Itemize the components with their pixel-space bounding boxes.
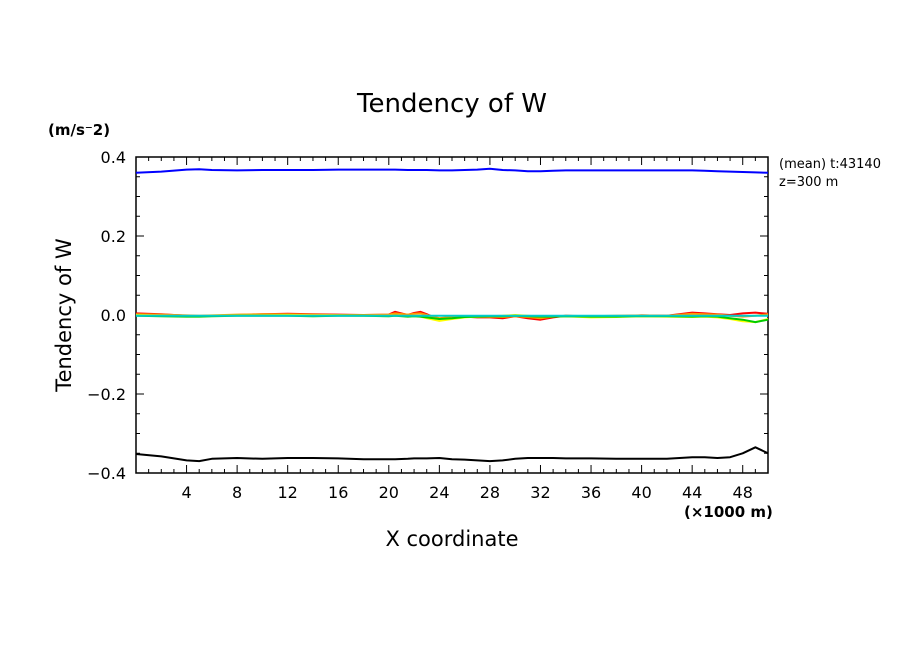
- y-tick-label: −0.2: [87, 385, 126, 404]
- x-tick-label: 28: [480, 483, 500, 502]
- y-tick-label: 0.4: [101, 148, 126, 167]
- annotation-height: z=300 m: [779, 175, 838, 190]
- x-tick-label: 20: [379, 483, 399, 502]
- x-axis-title: X coordinate: [385, 527, 518, 551]
- x-tick-label: 48: [733, 483, 753, 502]
- x-tick-label: 4: [181, 483, 191, 502]
- y-tick-label: 0.2: [101, 227, 126, 246]
- tick-labels: 4 8 12 16 20 24 28 32 36 40 44 48−0.4−0.20.00.20.4: [87, 148, 753, 502]
- x-tick-label: 8: [232, 483, 242, 502]
- x-tick-label: 16: [328, 483, 348, 502]
- x-tick-label: 24: [429, 483, 449, 502]
- x-tick-label: 36: [581, 483, 601, 502]
- x-units-label: (×1000 m): [684, 503, 773, 521]
- x-tick-label: 44: [682, 483, 702, 502]
- y-tick-label: 0.0: [101, 306, 126, 325]
- x-tick-label: 40: [631, 483, 651, 502]
- y-axis-title: Tendency of W: [52, 238, 76, 393]
- axis-ticks: [136, 157, 768, 473]
- chart-title: Tendency of W: [356, 89, 547, 119]
- series-group: [135, 167, 769, 463]
- annotation-mean-time: (mean) t:43140: [779, 157, 881, 172]
- series-line-blue: [135, 167, 769, 174]
- y-units-label: (m/s⁻2): [48, 121, 110, 139]
- series-line-black: [135, 446, 769, 463]
- x-tick-label: 32: [530, 483, 550, 502]
- x-tick-label: 12: [278, 483, 298, 502]
- y-tick-label: −0.4: [87, 464, 126, 483]
